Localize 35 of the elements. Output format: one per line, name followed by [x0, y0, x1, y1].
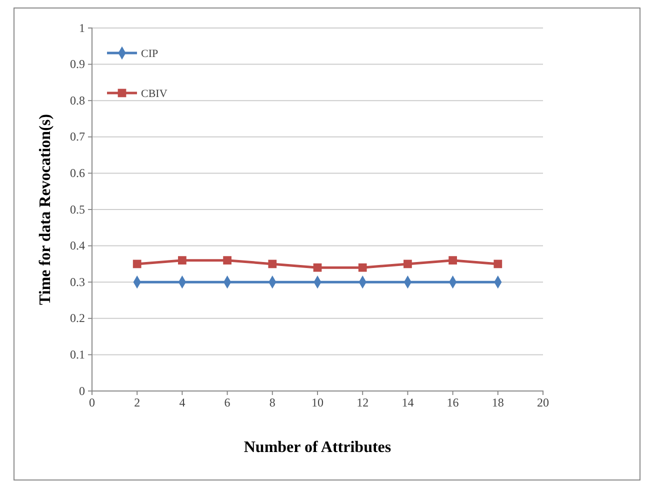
y-tick-label: 1 — [79, 20, 85, 35]
y-tick-label: 0.6 — [70, 166, 85, 180]
y-axis-title: Time for data Revocation(s) — [37, 114, 54, 305]
legend-label: CBIV — [141, 88, 168, 100]
y-tick-label: 0.1 — [70, 348, 85, 362]
y-tick-label: 0 — [79, 384, 85, 398]
y-tick-label: 0.2 — [70, 311, 85, 326]
x-tick-label: 20 — [537, 396, 549, 410]
x-axis-title: Number of Attributes — [244, 439, 392, 456]
point — [494, 260, 502, 268]
point — [313, 263, 322, 272]
x-tick-label: 18 — [492, 396, 504, 410]
y-tick-label: 0.9 — [70, 57, 85, 72]
x-tick-label: 12 — [356, 396, 369, 410]
y-tick-label: 0.4 — [70, 238, 85, 253]
y-tick-label: 0.7 — [70, 130, 85, 144]
x-tick-label: 2 — [134, 396, 140, 410]
x-tick-label: 8 — [269, 396, 276, 410]
point — [404, 260, 412, 268]
x-tick-label: 4 — [179, 396, 186, 410]
point — [178, 256, 186, 265]
y-tick-label: 0.8 — [70, 93, 85, 108]
point — [358, 263, 367, 272]
point — [448, 256, 457, 265]
legend-label: CIP — [141, 48, 158, 60]
point — [223, 256, 232, 265]
x-tick-label: 16 — [446, 396, 459, 410]
point — [268, 260, 277, 268]
x-tick-label: 14 — [402, 396, 414, 410]
y-tick-label: 0.3 — [70, 274, 85, 289]
y-tick-label: 0.5 — [70, 202, 85, 216]
x-tick-label: 10 — [312, 396, 324, 410]
x-tick-label: 0 — [89, 396, 95, 410]
x-tick-label: 6 — [224, 396, 230, 410]
point — [132, 260, 142, 268]
